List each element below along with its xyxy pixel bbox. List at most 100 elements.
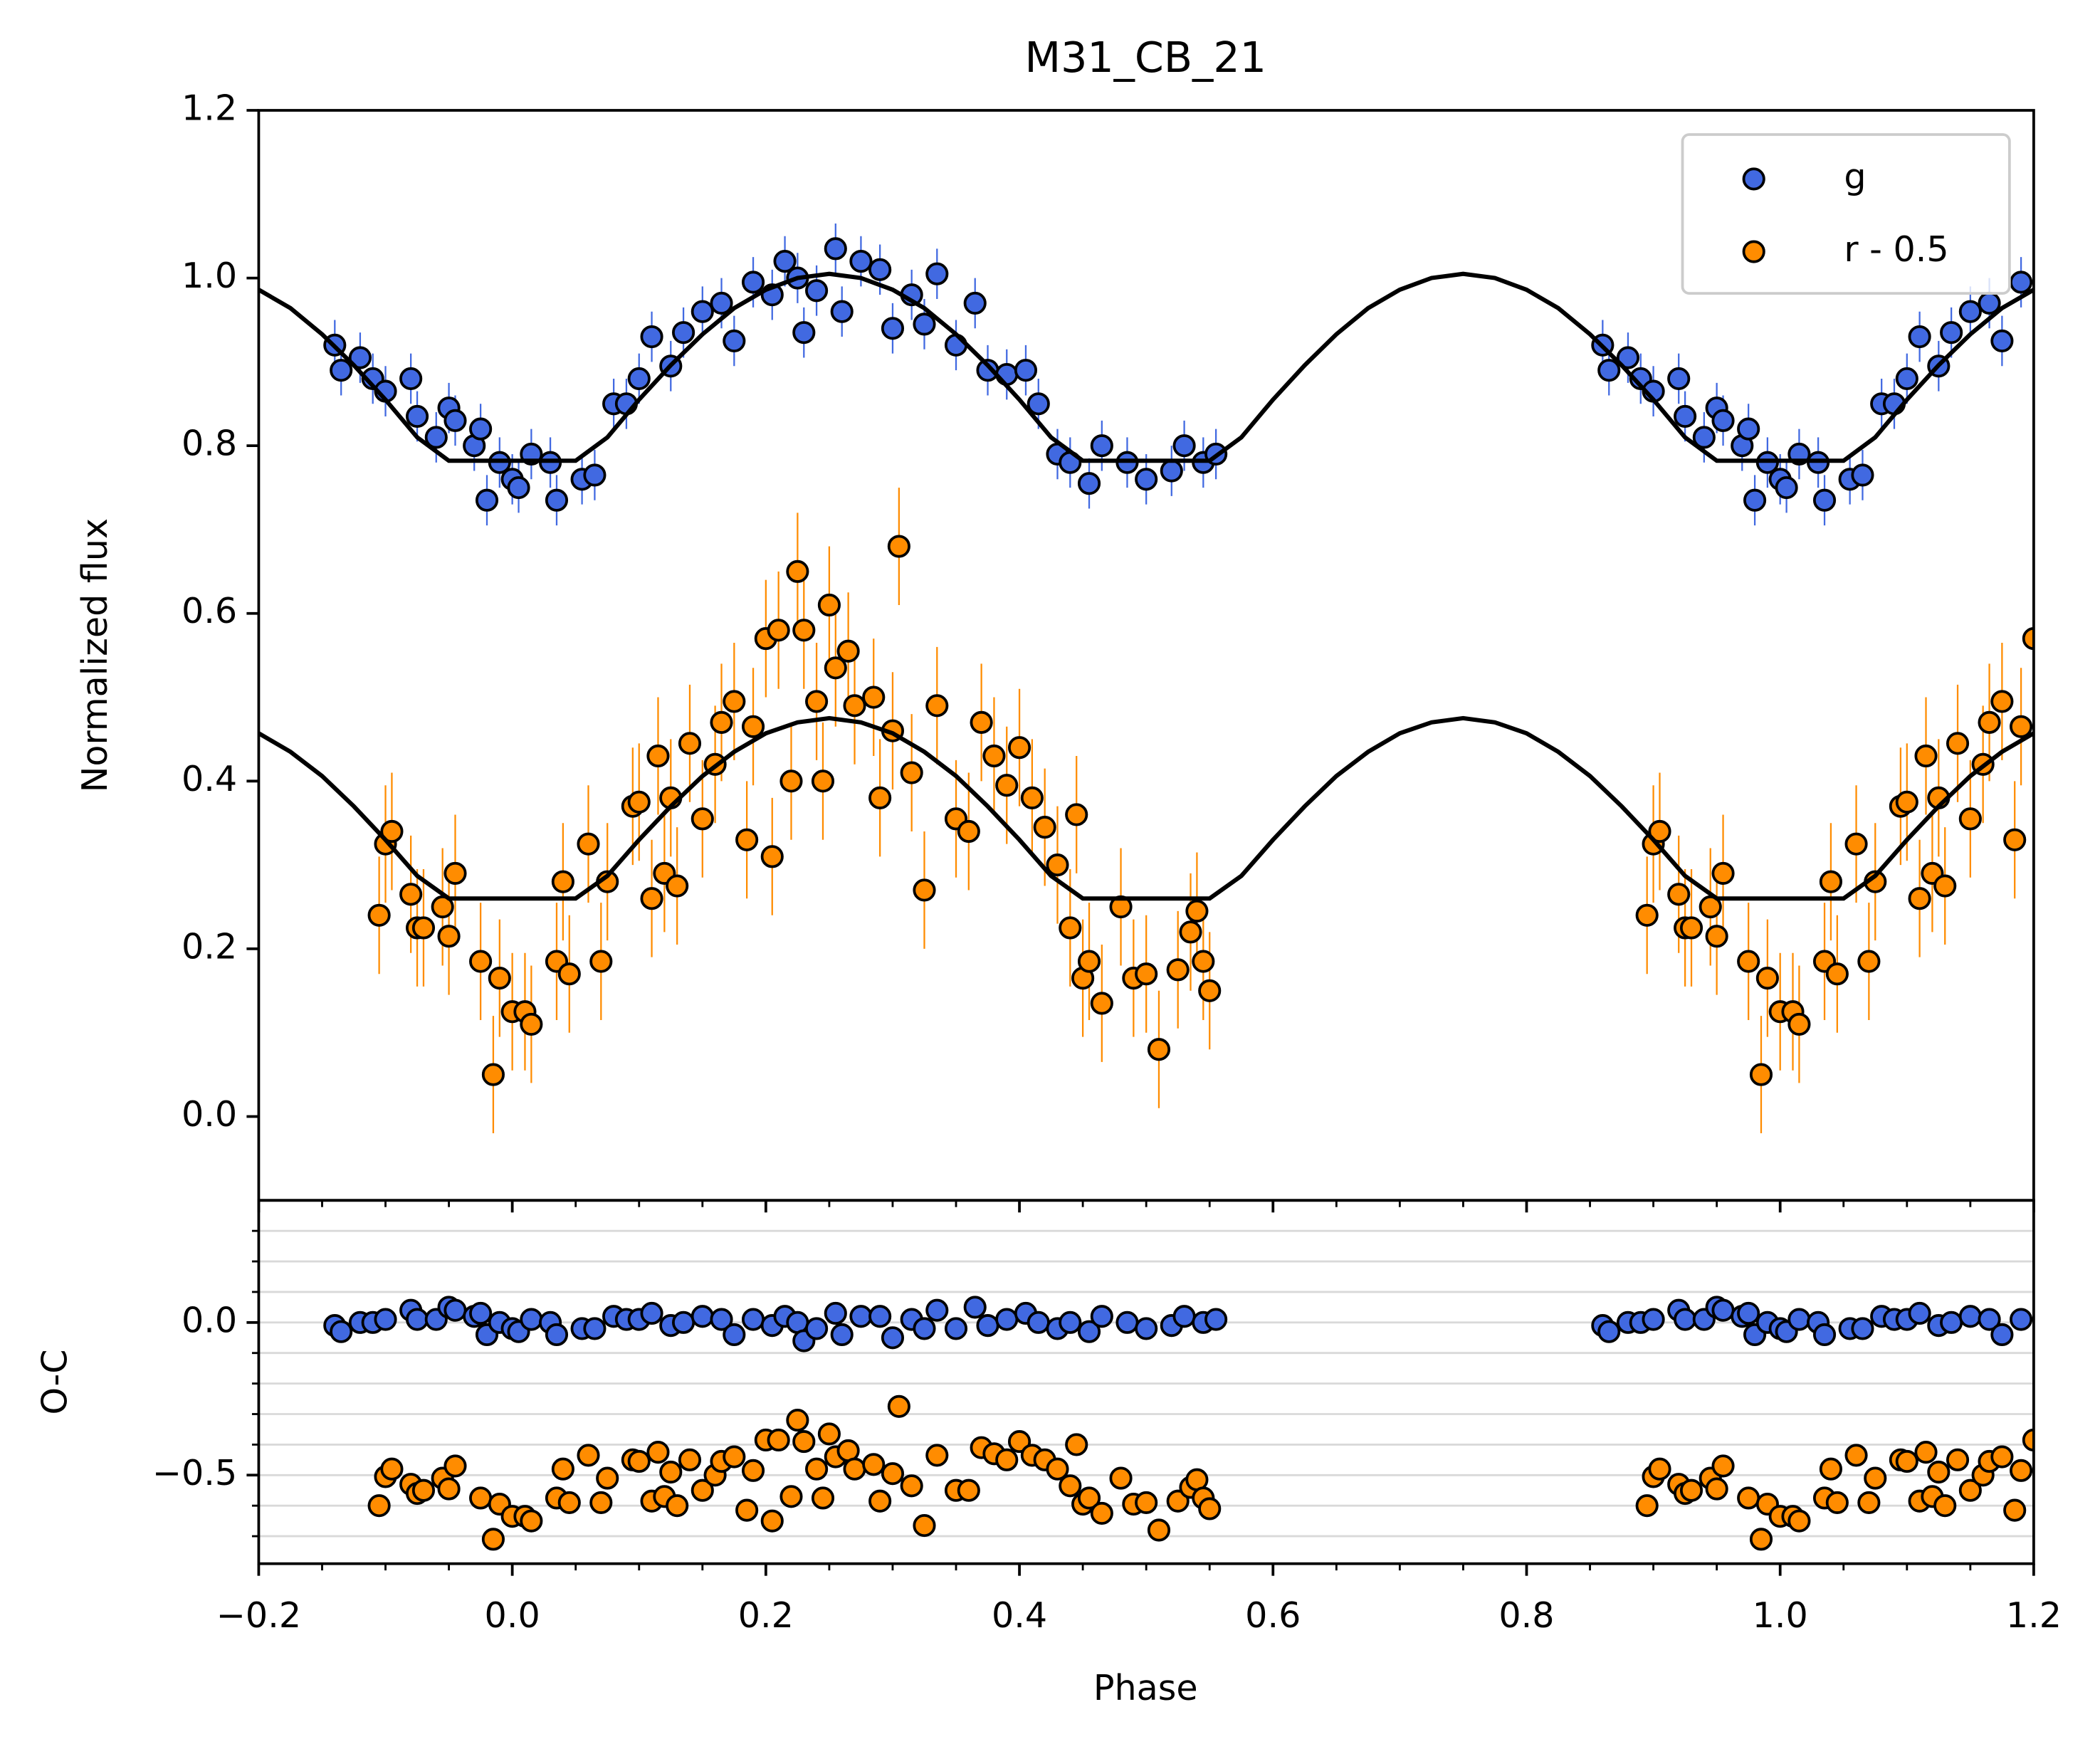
data-point xyxy=(1147,1038,1171,1061)
data-point xyxy=(437,925,461,948)
data-point xyxy=(824,237,847,261)
data-point xyxy=(925,262,949,285)
data-point xyxy=(691,300,714,323)
data-point xyxy=(1135,468,1158,491)
data-point xyxy=(710,710,733,734)
data-point xyxy=(640,325,663,349)
data-point xyxy=(1755,967,1779,990)
data-point xyxy=(596,1466,619,1490)
data-point xyxy=(995,1448,1019,1471)
data-point xyxy=(2010,1459,2033,1482)
data-point xyxy=(792,1430,816,1454)
data-point xyxy=(2010,270,2033,294)
data-point xyxy=(881,317,905,340)
data-point xyxy=(551,1457,574,1481)
data-point xyxy=(1020,786,1044,809)
data-point xyxy=(1027,392,1050,416)
data-point xyxy=(551,870,574,893)
data-point xyxy=(1635,903,1659,927)
data-point xyxy=(868,258,892,281)
data-point xyxy=(824,656,847,680)
data-point xyxy=(1908,887,1931,910)
data-point xyxy=(1077,1486,1101,1510)
data-point xyxy=(443,861,467,885)
data-point xyxy=(913,1513,936,1538)
data-point xyxy=(2022,627,2034,651)
data-point xyxy=(741,1308,765,1331)
data-point xyxy=(868,786,892,809)
data-point xyxy=(1857,950,1881,973)
data-point xyxy=(843,694,866,718)
data-point xyxy=(1819,870,1843,893)
x-axis-label: Phase xyxy=(1093,1667,1198,1708)
data-point xyxy=(1749,1063,1773,1086)
data-point xyxy=(589,1491,613,1514)
plot-area xyxy=(258,224,2034,1134)
data-point xyxy=(577,1444,600,1467)
data-point xyxy=(1825,1491,1849,1514)
legend-label: r - 0.5 xyxy=(1844,228,1948,270)
data-point xyxy=(1946,1448,1970,1471)
data-point xyxy=(723,690,746,713)
data-point xyxy=(1059,1310,1082,1334)
model-line xyxy=(258,715,2034,901)
data-point xyxy=(1933,1494,1957,1518)
data-point xyxy=(469,1301,493,1325)
data-point xyxy=(520,1012,543,1036)
data-point xyxy=(1958,300,1982,323)
data-point xyxy=(963,291,987,315)
data-point xyxy=(646,744,670,768)
data-point xyxy=(1908,325,1931,349)
data-point xyxy=(2003,1498,2027,1522)
data-point xyxy=(1692,426,1716,449)
y-tick-label: 0.4 xyxy=(182,758,237,799)
model-line xyxy=(258,271,2034,463)
legend-label: g xyxy=(1844,156,1866,197)
data-point xyxy=(2022,1428,2034,1452)
data-point xyxy=(1914,1441,1938,1464)
data-point xyxy=(2010,1308,2033,1331)
data-point xyxy=(557,1491,581,1514)
data-point xyxy=(1914,744,1938,768)
data-point xyxy=(431,895,454,919)
data-point xyxy=(735,1498,759,1522)
plot-area xyxy=(323,1296,2034,1551)
data-point xyxy=(849,249,873,273)
data-point xyxy=(1749,1528,1773,1551)
data-point xyxy=(1895,1449,1918,1474)
data-point xyxy=(583,1317,607,1340)
data-point xyxy=(913,312,936,336)
data-point xyxy=(443,1298,467,1322)
data-point xyxy=(1172,434,1196,458)
data-point xyxy=(913,878,936,902)
data-point xyxy=(672,1310,695,1334)
x-tick-label: 0.0 xyxy=(485,1595,540,1636)
data-point xyxy=(735,828,759,851)
data-point xyxy=(1059,916,1082,940)
data-point xyxy=(1648,819,1671,844)
data-point xyxy=(925,1444,949,1467)
data-point xyxy=(520,1509,543,1533)
data-point xyxy=(1090,992,1113,1015)
data-point xyxy=(411,916,436,940)
data-point xyxy=(627,367,651,391)
data-point xyxy=(1711,1454,1735,1478)
data-point xyxy=(520,1308,543,1331)
data-point xyxy=(1065,803,1088,826)
data-point xyxy=(1940,1310,1963,1334)
data-point xyxy=(836,639,860,663)
data-point xyxy=(1895,790,1918,814)
data-point xyxy=(1014,359,1038,382)
data-point xyxy=(805,1457,829,1481)
data-point xyxy=(830,1323,854,1347)
data-point xyxy=(805,279,829,303)
data-point xyxy=(1090,434,1113,458)
y-tick-label: 0.6 xyxy=(182,590,237,631)
data-point xyxy=(1172,1305,1196,1328)
data-point xyxy=(830,300,854,323)
data-point xyxy=(1927,1460,1951,1484)
data-point xyxy=(691,1478,714,1502)
data-point xyxy=(640,1301,663,1325)
data-point xyxy=(944,1317,968,1340)
data-point xyxy=(1737,417,1760,441)
